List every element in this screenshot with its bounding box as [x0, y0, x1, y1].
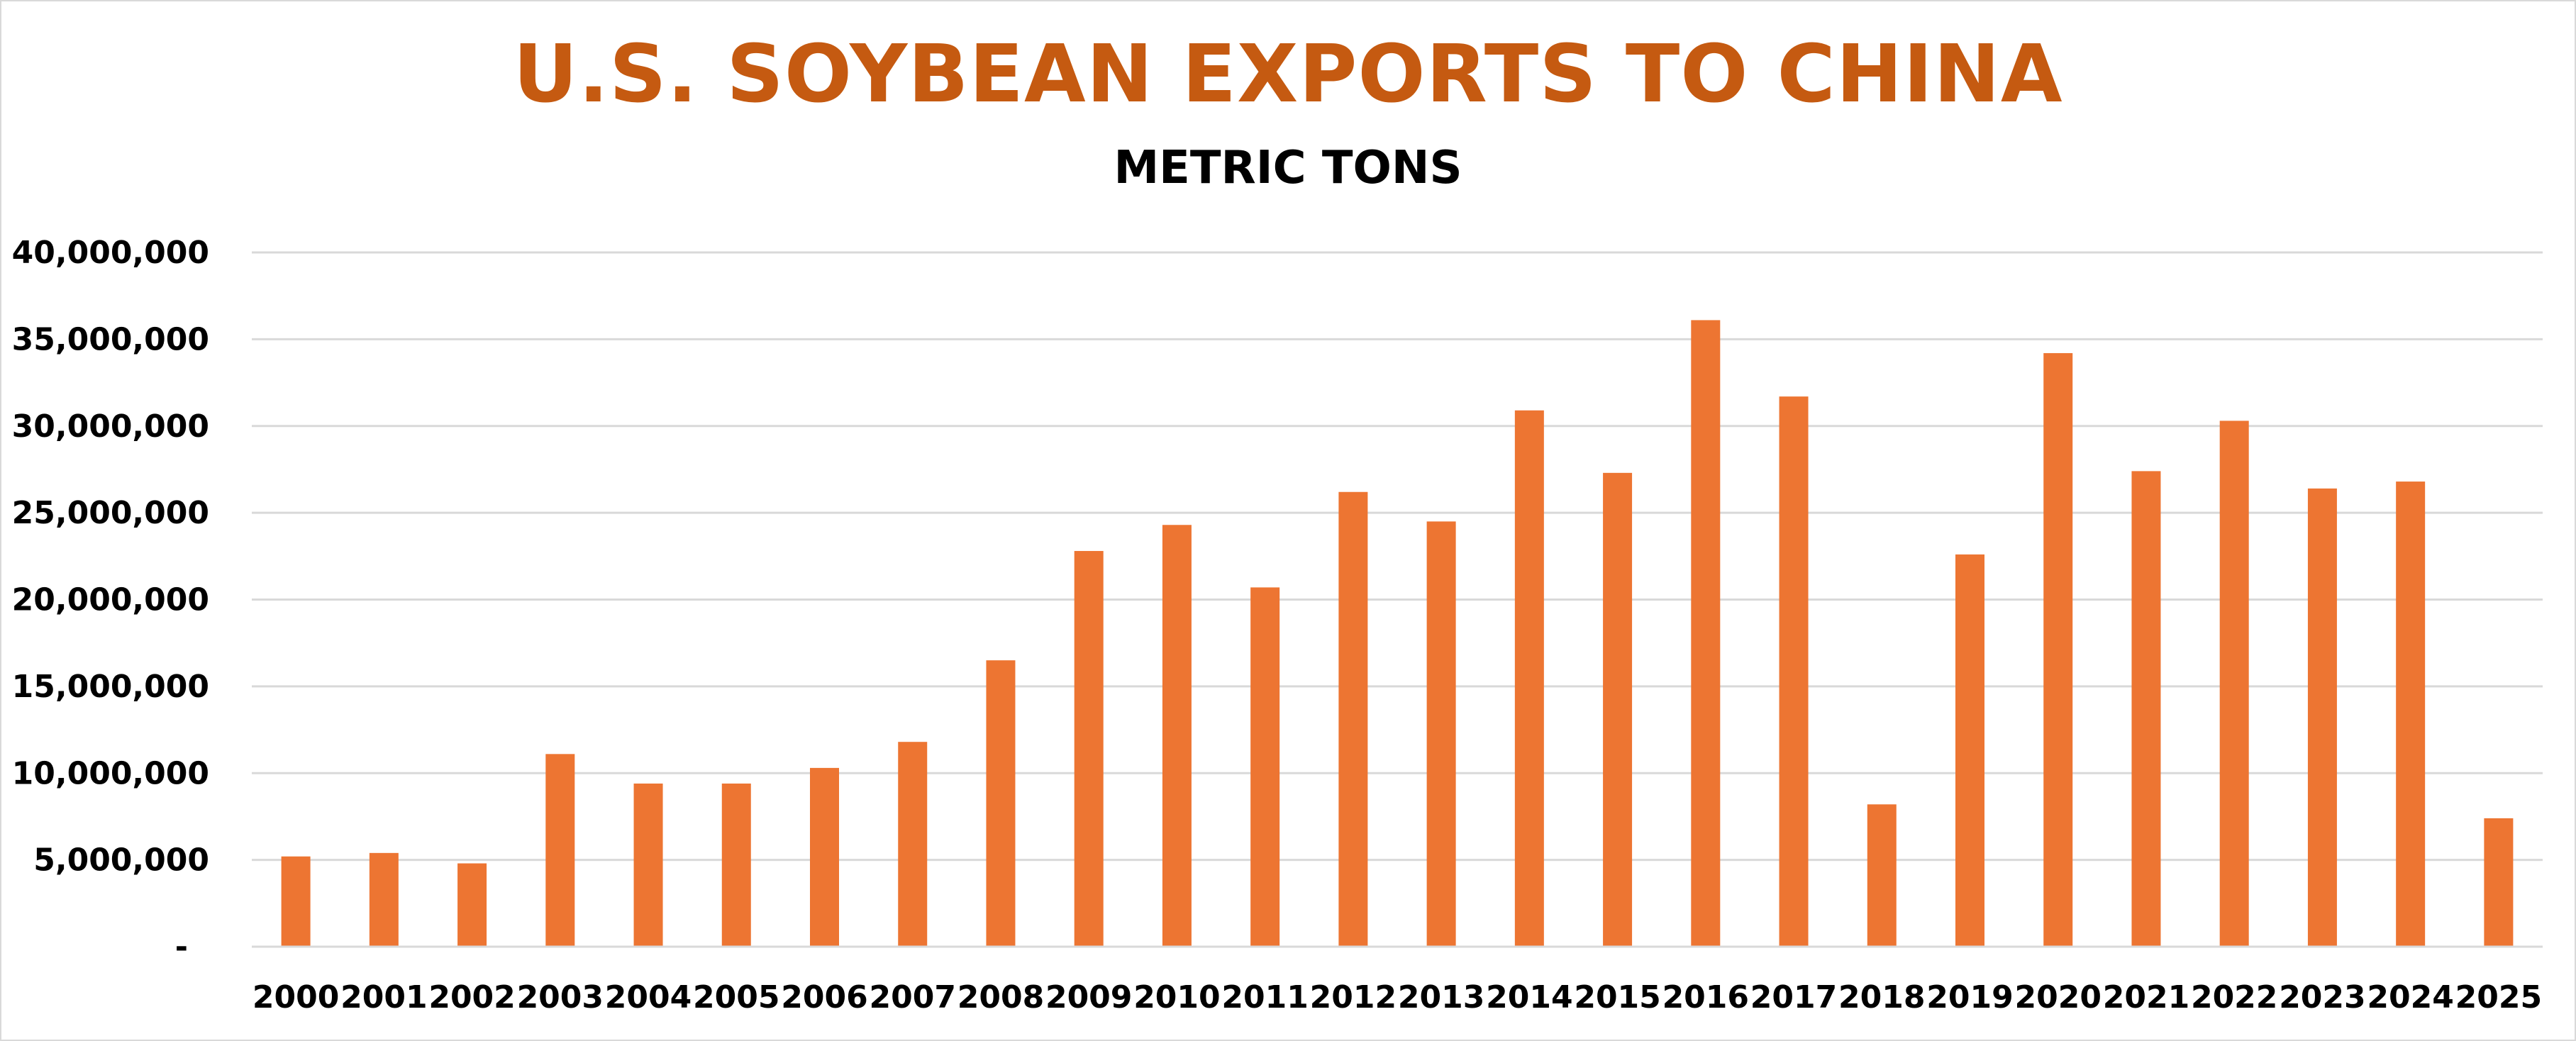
- x-tick-label: 2013: [1398, 979, 1484, 1015]
- bar-2014: [1514, 410, 1544, 947]
- x-tick-label: 2012: [1310, 979, 1397, 1015]
- x-tick-label: 2001: [340, 979, 427, 1015]
- chart-title: U.S. SOYBEAN EXPORTS TO CHINA: [513, 28, 2063, 121]
- x-tick-label: 2024: [2367, 979, 2453, 1015]
- bar-2021: [2131, 471, 2161, 947]
- bar-2012: [1338, 491, 1368, 947]
- x-tick-label: 2019: [1926, 979, 2013, 1015]
- bar-2007: [898, 742, 928, 947]
- x-tick-label: 2011: [1221, 979, 1308, 1015]
- bar-2025: [2484, 818, 2514, 947]
- x-tick-label: 2009: [1045, 979, 1132, 1015]
- x-tick-label: 2002: [428, 979, 515, 1015]
- x-tick-label: 2005: [693, 979, 779, 1015]
- x-tick-label: 2008: [957, 979, 1044, 1015]
- x-tick-label: 2018: [1838, 979, 1925, 1015]
- bar-2023: [2307, 488, 2337, 947]
- bar-2020: [2043, 352, 2073, 947]
- bars: [281, 320, 2514, 947]
- x-tick-label: 2000: [252, 979, 339, 1015]
- x-axis-ticks: 2000 2001 2002 2003 2004 2005 2006 2007 2008 2009…: [252, 979, 2542, 1015]
- y-tick-label: 40,000,000: [12, 235, 209, 271]
- x-tick-label: 2006: [781, 979, 867, 1015]
- bar-2003: [545, 754, 575, 947]
- bar-2000: [281, 856, 311, 947]
- bar-2002: [457, 863, 487, 947]
- bar-2004: [633, 783, 663, 947]
- bar-2005: [721, 783, 751, 947]
- bar-2001: [369, 852, 399, 947]
- x-tick-label: 2010: [1133, 979, 1220, 1015]
- bar-2010: [1162, 525, 1192, 947]
- bar-2024: [2396, 481, 2426, 947]
- bar-2011: [1250, 587, 1280, 947]
- y-tick-label: 15,000,000: [12, 669, 209, 705]
- x-tick-label: 2007: [869, 979, 955, 1015]
- y-tick-label: 25,000,000: [12, 495, 209, 531]
- x-tick-label: 2003: [517, 979, 604, 1015]
- y-tick-label: 35,000,000: [12, 321, 209, 357]
- y-tick-label: 10,000,000: [12, 755, 209, 791]
- x-tick-label: 2014: [1486, 979, 1572, 1015]
- bar-2013: [1426, 521, 1456, 947]
- y-tick-label: -: [175, 929, 188, 965]
- chart-subtitle: METRIC TONS: [1114, 142, 1462, 194]
- x-tick-label: 2025: [2455, 979, 2542, 1015]
- y-tick-label: 20,000,000: [12, 582, 209, 618]
- x-tick-label: 2017: [1750, 979, 1837, 1015]
- x-tick-label: 2022: [2191, 979, 2277, 1015]
- bar-2018: [1867, 804, 1897, 947]
- bar-2009: [1074, 550, 1104, 947]
- y-tick-label: 5,000,000: [33, 842, 209, 879]
- x-tick-label: 2015: [1574, 979, 1660, 1015]
- bar-2008: [986, 660, 1016, 947]
- bar-2019: [1955, 554, 1984, 947]
- bar-2017: [1779, 396, 1809, 947]
- x-tick-label: 2023: [2279, 979, 2365, 1015]
- bar-2006: [810, 767, 839, 947]
- bar-2015: [1603, 472, 1633, 947]
- bar-2016: [1691, 320, 1721, 947]
- x-tick-label: 2020: [2014, 979, 2101, 1015]
- gridlines: [252, 251, 2543, 862]
- x-tick-label: 2004: [605, 979, 692, 1015]
- bar-2022: [2219, 421, 2249, 947]
- y-axis-ticks: - 5,000,000 10,000,000 15,000,000 20,000,000…: [12, 235, 209, 965]
- y-tick-label: 30,000,000: [12, 408, 209, 445]
- x-tick-label: 2016: [1662, 979, 1749, 1015]
- x-tick-label: 2021: [2103, 979, 2189, 1015]
